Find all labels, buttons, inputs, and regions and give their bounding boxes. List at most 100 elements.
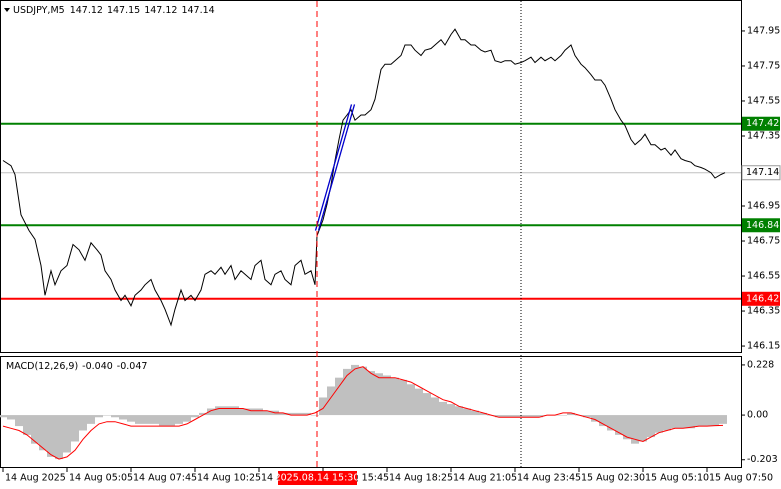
current-price-label: 147.14 [746, 167, 779, 178]
close: 147.14 [181, 5, 214, 16]
high: 147.15 [107, 5, 140, 16]
signal-value: -0.047 [117, 361, 148, 372]
histogram-bar [559, 415, 567, 416]
y-tick-label: -0.203 [747, 454, 778, 465]
histogram-bar [55, 415, 63, 460]
level-label: 146.84 [746, 220, 779, 231]
open: 147.12 [70, 5, 103, 16]
histogram-bar [287, 412, 295, 416]
price-panel [0, 0, 742, 353]
histogram-bar [463, 408, 471, 416]
menu-arrow [4, 8, 10, 12]
histogram-bar [183, 415, 191, 422]
histogram-bar [623, 415, 631, 440]
histogram-bar [423, 393, 431, 416]
histogram-bar [663, 415, 671, 431]
histogram-bar [719, 415, 727, 424]
histogram-bar [415, 388, 423, 416]
x-tick-label: 14 Aug 07:45 [133, 473, 197, 484]
histogram-bar [263, 410, 271, 416]
histogram-bar [63, 415, 71, 453]
histogram-bar [639, 415, 647, 442]
histogram-bar [391, 377, 399, 416]
histogram-bar [255, 408, 263, 416]
y-tick-label: 0.228 [747, 359, 774, 370]
histogram-bar [79, 415, 87, 431]
histogram-bar [295, 412, 303, 416]
macd-value: -0.040 [82, 361, 113, 372]
histogram-bar [143, 415, 151, 424]
histogram-bar [151, 415, 159, 424]
trendline [317, 104, 356, 231]
histogram-bar [279, 412, 287, 416]
histogram-bar [319, 397, 327, 416]
y-tick-label: 147.55 [747, 95, 780, 106]
histogram-bar [495, 415, 503, 418]
y-tick-label: 147.35 [747, 130, 780, 141]
x-tick-label: 14 Aug 10:25 [197, 473, 261, 484]
histogram-bar [215, 406, 223, 416]
histogram-bar [399, 379, 407, 416]
y-tick-label: 147.95 [747, 25, 780, 36]
histogram-bar [439, 401, 447, 416]
y-tick-label: 146.15 [747, 341, 780, 352]
histogram-bar [583, 415, 591, 418]
histogram-bar [447, 404, 455, 416]
histogram-bar [167, 415, 175, 427]
histogram-bar [455, 406, 463, 416]
histogram-bar [375, 373, 383, 416]
y-tick-label: 0.00 [747, 410, 768, 421]
histogram-bar [127, 415, 135, 422]
x-tick-label: 14 Aug 15:45 [325, 473, 389, 484]
crosshair-label: 2025.08.14 15:30 [275, 473, 360, 484]
histogram-bar [599, 415, 607, 427]
histogram-bar [351, 364, 359, 416]
trendline [314, 104, 353, 231]
histogram-bar [695, 415, 703, 427]
histogram-bar [335, 377, 343, 416]
histogram-bar [247, 408, 255, 416]
symbol: USDJPY,M5 [13, 5, 65, 16]
histogram-bar [703, 415, 711, 427]
histogram-bar [47, 415, 55, 457]
histogram-bar [191, 415, 199, 418]
histogram-bar [71, 415, 79, 442]
histogram-bar [327, 386, 335, 416]
histogram-bar [431, 397, 439, 416]
histogram-bar [0, 415, 7, 418]
histogram-bar [671, 415, 679, 429]
histogram-bar [471, 410, 479, 416]
price-line [2, 28, 726, 327]
level-label: 147.42 [746, 118, 779, 129]
histogram-bar [679, 415, 687, 429]
histogram-bar [303, 412, 311, 416]
signal-line [2, 366, 724, 460]
histogram-bar [31, 415, 39, 444]
level-label: 146.42 [746, 293, 779, 304]
y-tick-label: 146.95 [747, 201, 780, 212]
y-tick-label: 146.75 [747, 236, 780, 247]
x-tick-label: 14 Aug 05:05 [69, 473, 133, 484]
low: 147.12 [144, 5, 177, 16]
histogram-bar [359, 366, 367, 416]
histogram-bar [655, 415, 663, 433]
histogram-bar [687, 415, 695, 429]
histogram-bar [119, 415, 127, 420]
histogram-bar [615, 415, 623, 435]
histogram-bar [39, 415, 47, 451]
histogram-bar [23, 415, 31, 435]
histogram-bar [199, 412, 207, 416]
histogram-bar [647, 415, 655, 438]
histogram-bar [591, 415, 599, 422]
histogram-bar [527, 415, 535, 418]
level-label-box [742, 116, 780, 131]
x-tick-label: 14 Aug 23:45 [517, 473, 581, 484]
histogram-bar [535, 415, 543, 418]
x-tick-label: 15 Aug 05:10 [645, 473, 709, 484]
x-tick-label: 15 Aug 02:30 [581, 473, 645, 484]
current-price-box [741, 165, 781, 181]
histogram-bar [103, 415, 111, 416]
histogram-bar [511, 415, 519, 418]
